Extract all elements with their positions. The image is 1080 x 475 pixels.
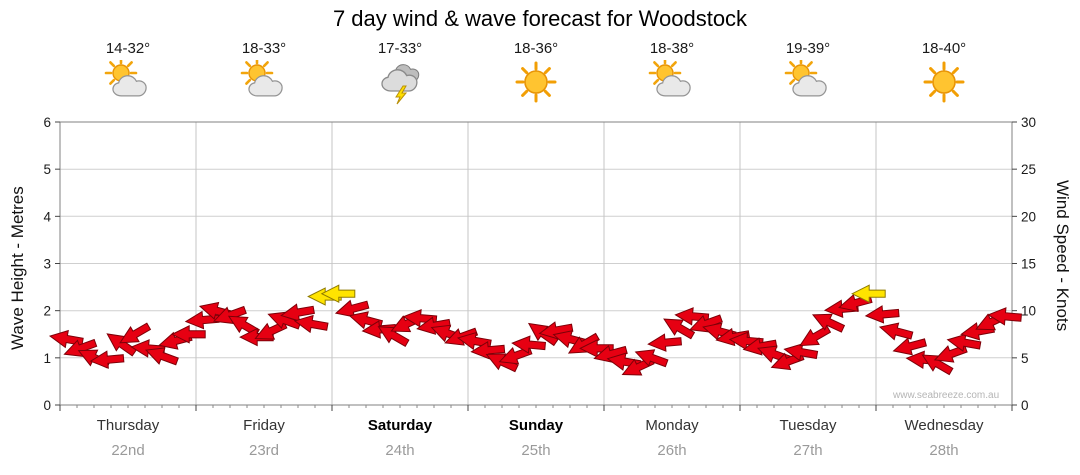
- day-date: 22nd: [111, 442, 145, 459]
- wind-arrow-highlight: [851, 284, 886, 304]
- day-name: Friday: [243, 417, 285, 434]
- wind-arrow: [119, 322, 152, 344]
- wind-arrow: [511, 335, 546, 354]
- sunny-icon: [515, 61, 557, 103]
- wind-arrow: [579, 339, 614, 358]
- day-date: 25th: [521, 442, 551, 459]
- day-headers-row: 14-32° 18-33° 17-33° 18-36° 18-38° 19-39° 18-4…: [0, 40, 1080, 128]
- day-label-tuesday: Tuesday 27th: [743, 417, 873, 459]
- storm-icon: [381, 64, 420, 105]
- day-name: Monday: [645, 417, 699, 434]
- day-forecast-wednesday: 18-40°: [879, 40, 1009, 111]
- right-axis-tick: 5: [1021, 351, 1029, 366]
- day-name: Saturday: [367, 417, 433, 434]
- temp-range: 18-36°: [513, 40, 559, 57]
- left-axis-tick: 2: [43, 304, 51, 319]
- wind-arrow: [89, 350, 125, 369]
- left-axis-tick: 1: [43, 351, 51, 366]
- left-axis-tick: 0: [43, 398, 51, 413]
- day-label-thursday: Thursday 22nd: [63, 417, 193, 459]
- wind-arrow-highlight: [320, 284, 356, 304]
- watermark: www.seabreeze.com.au: [893, 390, 1000, 401]
- day-date: 26th: [657, 442, 687, 459]
- temp-range: 17-33°: [377, 40, 423, 57]
- day-name: Wednesday: [904, 417, 984, 434]
- day-label-monday: Monday 26th: [607, 417, 737, 459]
- wind-arrow: [280, 303, 315, 322]
- temp-range: 18-40°: [921, 40, 967, 57]
- wind-arrow: [811, 313, 846, 333]
- bottom-axis-ticks: [59, 405, 1013, 411]
- day-date: 24th: [385, 442, 415, 459]
- day-label-saturday: Saturday 24th: [335, 417, 465, 459]
- day-name: Thursday: [96, 417, 160, 434]
- day-forecast-tuesday: 19-39°: [743, 40, 873, 111]
- day-label-friday: Friday 23rd: [199, 417, 329, 459]
- sun-cloud-icon: [784, 60, 827, 97]
- day-forecast-friday: 18-33°: [199, 40, 329, 111]
- left-axis-title: Wave Height - Metres: [8, 186, 27, 350]
- day-name: Sunday: [508, 417, 564, 434]
- left-axis-tick: 4: [43, 209, 51, 224]
- sun-cloud-icon: [104, 60, 147, 97]
- right-axis-tick: 0: [1021, 398, 1029, 413]
- day-forecast-thursday: 14-32°: [63, 40, 193, 111]
- sun-cloud-icon: [240, 60, 283, 97]
- temp-range: 14-32°: [105, 40, 151, 57]
- wind-arrow: [634, 349, 669, 368]
- day-date: 27th: [793, 442, 823, 459]
- wind-arrow: [171, 324, 206, 344]
- wind-arrow: [783, 343, 819, 362]
- day-forecast-monday: 18-38°: [607, 40, 737, 111]
- chart-title: 7 day wind & wave forecast for Woodstock: [332, 6, 748, 31]
- sun-cloud-icon: [648, 60, 691, 97]
- sunny-icon: [923, 61, 965, 103]
- right-axis-tick: 10: [1021, 304, 1036, 319]
- wind-arrow: [647, 333, 682, 352]
- day-label-sunday: Sunday 25th: [471, 417, 601, 459]
- wind-arrow: [864, 305, 900, 324]
- wind-arrow: [987, 307, 1022, 326]
- wind-arrow: [334, 299, 370, 318]
- right-axis-ticks: 0 5 10 15 20 25 30: [1012, 115, 1036, 413]
- day-date: 28th: [929, 442, 959, 459]
- wind-arrow: [361, 320, 397, 339]
- right-axis-title: Wind Speed - Knots: [1053, 180, 1072, 332]
- wind-arrow: [946, 333, 982, 352]
- day-labels-row: Thursday 22nd Friday 23rd Saturday 24th Sunday…: [0, 417, 1080, 473]
- wind-arrow: [377, 326, 410, 348]
- day-date: 23rd: [248, 442, 280, 459]
- right-axis-tick: 15: [1021, 257, 1036, 272]
- wind-arrow-series: [48, 284, 1022, 376]
- temp-range: 18-33°: [241, 40, 287, 57]
- left-axis-tick: 5: [43, 162, 51, 177]
- temp-range: 19-39°: [785, 40, 831, 57]
- left-axis-tick: 3: [43, 257, 51, 272]
- day-name: Tuesday: [779, 417, 837, 434]
- wind-arrow: [892, 337, 927, 356]
- left-axis-tick: 6: [43, 115, 51, 130]
- day-forecast-saturday: 17-33°: [335, 40, 465, 111]
- day-label-wednesday: Wednesday 28th: [879, 417, 1009, 459]
- right-axis-tick: 30: [1021, 115, 1036, 130]
- wind-arrow: [921, 354, 954, 376]
- right-axis-tick: 20: [1021, 209, 1036, 224]
- wind-arrow: [144, 347, 179, 366]
- wind-arrow: [663, 318, 696, 340]
- wind-arrow: [293, 314, 329, 334]
- right-axis-tick: 25: [1021, 162, 1036, 177]
- wind-arrow: [878, 322, 914, 341]
- left-axis-ticks: 0 1 2 3 4 5 6: [43, 115, 60, 413]
- day-forecast-sunday: 18-36°: [471, 40, 601, 111]
- temp-range: 18-38°: [649, 40, 695, 57]
